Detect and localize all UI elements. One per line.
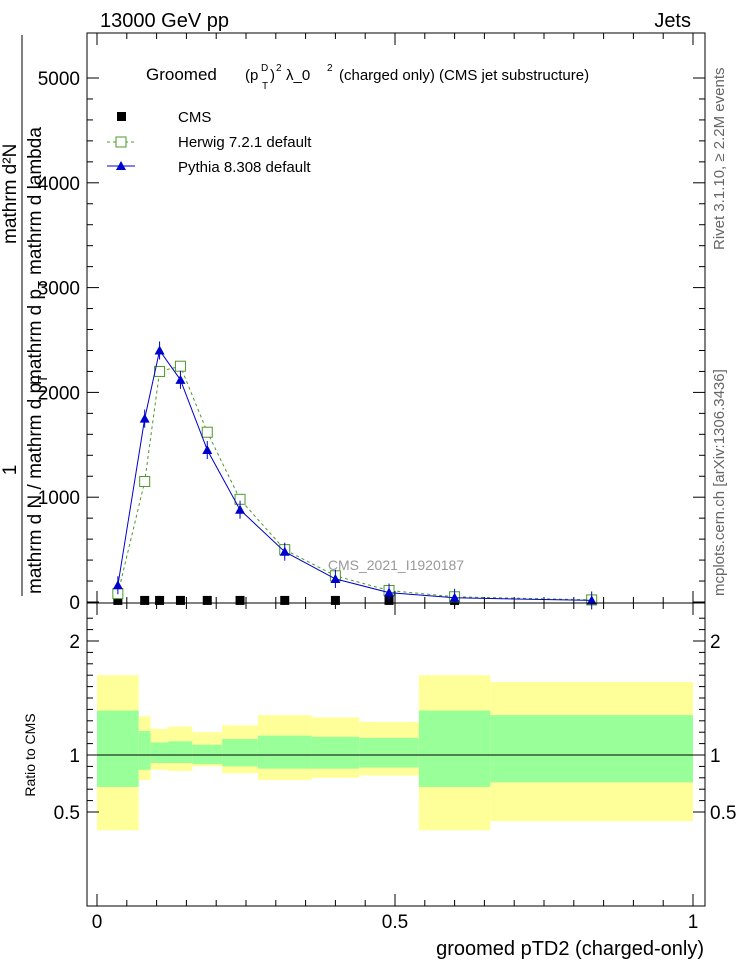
title-sub-t: T [262, 81, 268, 92]
svg-text:(p: (p [245, 67, 258, 84]
main-y-axis: 0 1000 2000 3000 4000 5000 [38, 69, 705, 614]
legend-herwig-marker [115, 136, 127, 148]
cms-data-point [202, 595, 212, 605]
legend-cms-marker [117, 112, 126, 121]
ratio-band-inner [138, 731, 151, 770]
plot-title: Groomed (p D T ) 2 λ_0 2 (charged only) [146, 63, 589, 92]
ylabel-dn-dpt: mathrm d N / mathrm d pT [25, 375, 50, 594]
pythia-data-point [235, 504, 246, 514]
ratio-panel: 0.5 0.51 12 2 0 0.5 1 Ratio to CMS [22, 602, 736, 933]
main-y-tick-label: 1000 [38, 488, 80, 509]
ylabel-one: 1 [0, 465, 21, 476]
ratio-band-inner [311, 736, 360, 769]
ratio-y-axis: 0.5 0.5 1 1 2 2 [54, 617, 736, 824]
cms-data-point [140, 595, 150, 605]
pythia-data-point [154, 345, 165, 355]
x-tick-label: 1 [688, 912, 699, 933]
legend-item-herwig: Herwig 7.2.1 default [107, 134, 312, 151]
title-sup-2: 2 [276, 63, 282, 74]
mcplots-label: mcplots.cern.ch [arXiv:1306.3436] [711, 369, 728, 596]
cms-data-point [175, 595, 185, 605]
pythia-data-point [449, 592, 460, 602]
svg-text:Groomed: Groomed [146, 65, 217, 84]
legend-cms-label: CMS [178, 109, 211, 126]
title-p: (p [245, 67, 258, 84]
rivet-version-label: Rivet 3.1.10, ≥ 2.2M events [711, 68, 728, 251]
series-pythia [112, 341, 597, 610]
x-tick-label: 0 [92, 912, 103, 933]
ratio-band-inner [359, 737, 419, 768]
ratio-band-inner [222, 739, 258, 767]
legend: CMS Herwig 7.2.1 default Pythia 8.308 de… [107, 109, 312, 176]
main-y-tick-label: 5000 [38, 69, 80, 90]
ratio-y-tick-label: 2 [69, 632, 80, 653]
ratio-band-inner [257, 735, 312, 769]
cms-data-point [155, 595, 165, 605]
herwig-data-point [201, 426, 213, 438]
herwig-data-point [139, 475, 151, 487]
svg-text:λ_0: λ_0 [286, 67, 310, 84]
ratio-uncertainty-bands [97, 675, 693, 831]
svg-text:2: 2 [276, 63, 282, 74]
main-y-tick-label: 4000 [38, 174, 80, 195]
pythia-data-point [279, 546, 290, 556]
pythia-data-point [139, 413, 150, 423]
ratio-y-tick-label-right: 0.5 [710, 803, 736, 824]
cms-data-point [113, 595, 123, 605]
ylabel-d2n: mathrm d²N [0, 144, 21, 244]
header-process: Jets [654, 10, 691, 32]
main-y-tick-label: 3000 [38, 279, 80, 300]
main-y-tick-label: 0 [69, 593, 80, 614]
ratio-y-tick-label: 1 [69, 746, 80, 767]
pythia-data-point [586, 595, 597, 605]
title-suffix: (charged only) (CMS jet substructure) [339, 67, 589, 84]
ratio-band-inner [97, 710, 139, 787]
title-sup-d: D [261, 63, 268, 74]
legend-item-cms: CMS [117, 109, 211, 126]
svg-text:D: D [261, 63, 268, 74]
svg-text:2: 2 [327, 63, 333, 74]
legend-pythia-label: Pythia 8.308 default [178, 159, 311, 176]
pythia-data-point [330, 573, 341, 583]
ratio-band-inner [150, 742, 169, 763]
legend-item-pythia: Pythia 8.308 default [107, 159, 311, 176]
ratio-x-axis: 0 0.5 1 [92, 603, 699, 933]
series-line [117, 365, 592, 601]
main-y-axis-label: 1 mathrm d²N mathrm d pTmathrm d lambda … [0, 35, 50, 596]
ylabel-dpt-lambda: mathrm d pTmathrm d lambda [25, 127, 50, 385]
cms-data-point [235, 595, 245, 605]
ratio-y-tick-label: 0.5 [54, 803, 80, 824]
ratio-band-inner [490, 715, 693, 783]
title-lambda: λ_0 [286, 67, 310, 84]
ratio-band-inner [418, 710, 491, 787]
analysis-watermark: CMS_2021_I1920187 [328, 557, 464, 573]
svg-text:): ) [270, 67, 275, 84]
x-axis-label: groomed pTD2 (charged-only) [436, 938, 704, 960]
title-prefix: Groomed [146, 65, 217, 84]
ratio-y-tick-label-right: 2 [710, 632, 721, 653]
svg-text:(charged only) (CMS jet substr: (charged only) (CMS jet substructure) [339, 67, 589, 84]
pythia-data-point [384, 587, 395, 597]
x-tick-label: 0.5 [382, 912, 408, 933]
header-energy: 13000 GeV pp [100, 10, 229, 32]
legend-pythia-marker [116, 161, 126, 170]
cms-data-point [280, 595, 290, 605]
pythia-data-point [202, 445, 213, 455]
main-y-tick-label: 2000 [38, 383, 80, 404]
ratio-y-tick-label-right: 1 [710, 746, 721, 767]
ratio-y-axis-label: Ratio to CMS [22, 713, 38, 796]
series-cms [113, 595, 597, 605]
ratio-band-inner [192, 744, 223, 765]
cms-data-point [330, 595, 340, 605]
legend-herwig-label: Herwig 7.2.1 default [178, 134, 312, 151]
herwig-data-point [174, 360, 186, 372]
title-sup-2b: 2 [327, 63, 333, 74]
ratio-band-inner [168, 741, 193, 763]
series-layer [112, 341, 598, 610]
svg-text:T: T [262, 81, 268, 92]
pythia-data-point [175, 374, 186, 384]
pythia-data-point [112, 580, 123, 590]
